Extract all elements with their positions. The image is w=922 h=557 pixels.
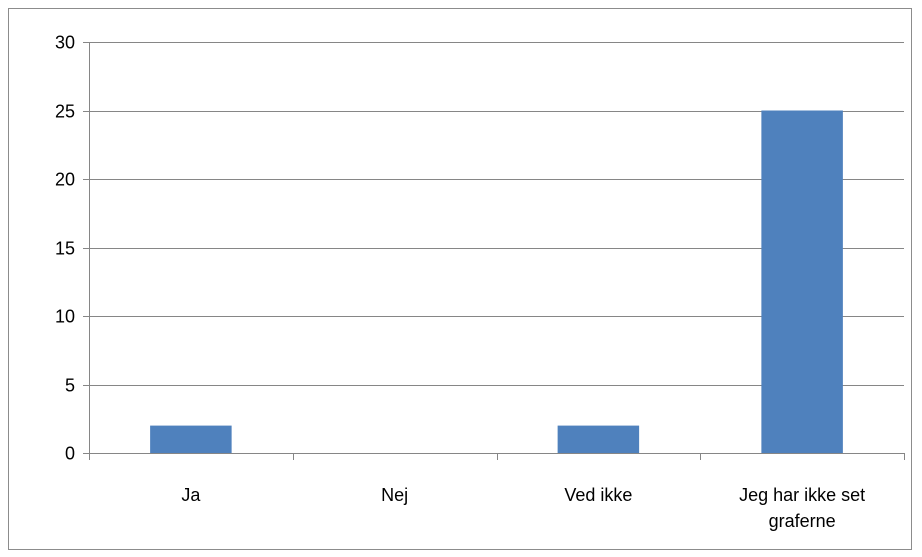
bar — [150, 425, 232, 453]
y-tick-label: 30 — [55, 33, 75, 53]
x-tick-label: Jeg har ikke set — [739, 485, 865, 505]
x-tick-label: Nej — [381, 485, 408, 505]
y-tick-label: 0 — [65, 444, 75, 464]
y-tick-label: 25 — [55, 102, 75, 122]
bars — [150, 110, 843, 453]
y-tick-label: 5 — [65, 376, 75, 396]
bar-chart: 0 5 10 15 20 25 30 Ja Nej Ved ikke Jeg har ikke s… — [55, 33, 905, 531]
x-tick-labels: Ja Nej Ved ikke Jeg har ikke set graferne — [181, 485, 865, 531]
y-tick-label: 20 — [55, 170, 75, 190]
axes — [83, 42, 905, 460]
x-tick-label: graferne — [769, 511, 836, 531]
y-tick-label: 10 — [55, 307, 75, 327]
x-tick-label: Ved ikke — [564, 485, 632, 505]
x-tick-label: Ja — [181, 485, 201, 505]
bar — [557, 425, 640, 453]
chart-frame: 0 5 10 15 20 25 30 Ja Nej Ved ikke Jeg har ikke s… — [8, 8, 912, 550]
y-tick-labels: 0 5 10 15 20 25 30 — [55, 33, 75, 464]
bar — [761, 110, 843, 453]
y-tick-label: 15 — [55, 239, 75, 259]
